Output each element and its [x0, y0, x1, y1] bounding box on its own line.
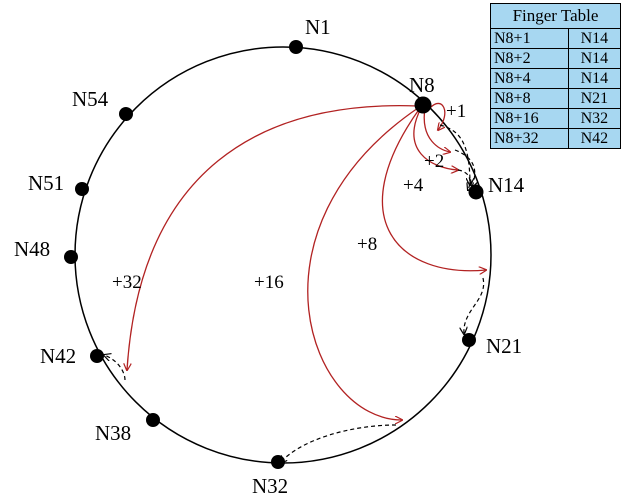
finger-start-cell: N8+1: [490, 28, 569, 49]
dashed-arrow-to-n14-c: [457, 169, 470, 190]
node-n32: [271, 455, 285, 469]
finger-arrow-plus8: [381, 107, 486, 271]
finger-label-plus1: +1: [446, 101, 466, 122]
finger-start-cell: N8+16: [490, 108, 569, 129]
dashed-arrow-to-n42: [104, 355, 126, 381]
finger-successor-cell: N14: [567, 48, 622, 69]
node-label-n48: N48: [14, 237, 50, 261]
node-n54: [119, 107, 133, 121]
node-label-n21: N21: [486, 334, 522, 358]
finger-arrow-plus32: [127, 105, 419, 370]
node-label-n42: N42: [40, 344, 76, 368]
node-label-n8: N8: [409, 73, 435, 97]
node-label-n51: N51: [28, 171, 64, 195]
table-row: N8+2 N14: [490, 48, 622, 69]
finger-table-title: Finger Table: [490, 3, 621, 29]
finger-arrow-plus2: [423, 107, 450, 152]
finger-arrows: [127, 102, 486, 420]
dashed-arrow-to-n32: [280, 424, 397, 463]
finger-labels: +1 +2 +4 +8 +16 +32: [112, 101, 466, 293]
finger-label-plus16: +16: [254, 272, 284, 293]
finger-label-plus2: +2: [424, 151, 444, 172]
finger-table: Finger Table N8+1 N14 N8+2 N14 N8+4 N14 …: [490, 3, 622, 149]
node-label-n14: N14: [488, 173, 525, 197]
node-n21: [462, 333, 476, 347]
finger-successor-cell: N14: [567, 68, 622, 89]
nodes: [64, 40, 484, 469]
successor-arrows: [104, 124, 485, 463]
node-n1: [289, 40, 303, 54]
finger-label-plus32: +32: [112, 272, 142, 293]
finger-start-cell: N8+32: [490, 128, 569, 149]
finger-successor-cell: N21: [567, 88, 622, 109]
node-label-n32: N32: [252, 474, 288, 498]
node-labels: N1 N8 N14 N21 N32 N38 N42 N48 N51 N54: [14, 15, 525, 498]
finger-arrow-plus4: [413, 107, 458, 170]
finger-label-plus8: +8: [357, 234, 377, 255]
finger-start-cell: N8+4: [490, 68, 569, 89]
node-label-n38: N38: [95, 421, 131, 445]
finger-arrow-plus16: [307, 107, 419, 420]
node-n51: [75, 182, 89, 196]
finger-start-cell: N8+2: [490, 48, 569, 69]
finger-successor-cell: N14: [567, 28, 622, 49]
node-n42: [90, 349, 104, 363]
finger-label-plus4: +4: [403, 175, 424, 196]
finger-table-header-row: Finger Table: [490, 3, 621, 29]
table-row: N8+8 N21: [490, 88, 622, 109]
finger-successor-cell: N42: [567, 128, 622, 149]
node-label-n1: N1: [305, 15, 331, 39]
table-row: N8+1 N14: [490, 28, 622, 49]
node-n8: [414, 96, 432, 114]
node-n38: [146, 413, 160, 427]
table-row: N8+32 N42: [490, 128, 622, 149]
finger-successor-cell: N32: [567, 108, 622, 129]
node-n14: [468, 184, 484, 200]
finger-start-cell: N8+8: [490, 88, 569, 109]
node-label-n54: N54: [72, 87, 109, 111]
table-row: N8+4 N14: [490, 68, 622, 89]
dashed-arrow-to-n21: [464, 277, 485, 334]
table-row: N8+16 N32: [490, 108, 622, 129]
node-n48: [64, 250, 78, 264]
